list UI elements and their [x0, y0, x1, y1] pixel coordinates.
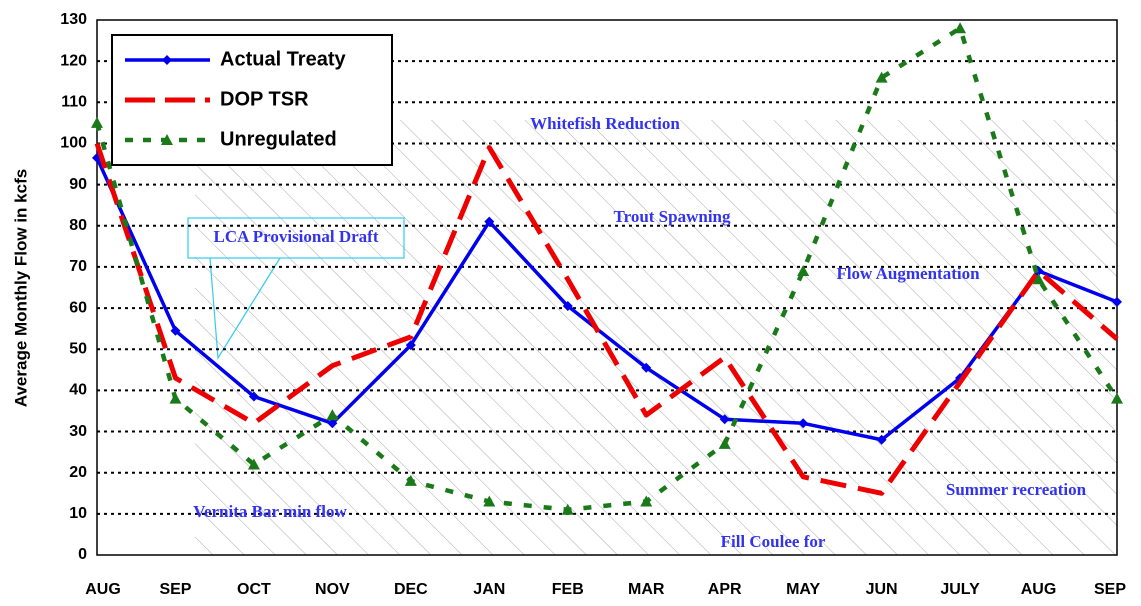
x-tick-label: MAR [628, 581, 665, 598]
annotation: Summer recreation [946, 480, 1087, 499]
y-tick-label: 70 [69, 258, 87, 275]
x-tick-label: AUG [1021, 581, 1057, 598]
y-tick-label: 40 [69, 382, 87, 399]
point [169, 393, 181, 404]
annotation: Vernita Bar min flow [193, 502, 347, 521]
y-tick-label: 0 [78, 546, 87, 563]
y-tick-label: 90 [69, 176, 87, 193]
x-tick-label: APR [708, 581, 742, 598]
annotation: Flow Augmentation [836, 264, 980, 283]
x-tick-label: JULY [940, 581, 980, 598]
annotation: LCA Provisional Draft [214, 227, 379, 246]
x-tick-label: NOV [315, 581, 350, 598]
y-tick-label: 110 [61, 94, 87, 111]
y-tick-label: 30 [69, 423, 87, 440]
y-tick-label: 60 [69, 299, 87, 316]
y-tick-label: 80 [69, 217, 87, 234]
y-tick-label: 10 [69, 505, 87, 522]
x-tick-label: OCT [237, 581, 271, 598]
x-tick-label: MAY [786, 581, 820, 598]
x-tick-label: JUN [866, 581, 898, 598]
point [954, 22, 966, 33]
x-tick-label: SEP [1094, 581, 1126, 598]
x-tick-label: JAN [473, 581, 505, 598]
y-tick-label: 130 [60, 11, 87, 28]
x-tick-label: SEP [159, 581, 191, 598]
annotation: Whitefish Reduction [530, 114, 680, 133]
x-tick-label: DEC [394, 581, 428, 598]
y-tick-label: 120 [60, 52, 87, 69]
legend-label: Actual Treaty [220, 48, 346, 70]
x-tick-label: AUG [85, 581, 121, 598]
y-tick-label: 50 [69, 340, 87, 357]
point [91, 117, 103, 128]
legend-label: Unregulated [220, 128, 337, 150]
y-tick-label: 100 [60, 135, 87, 152]
annotation: Trout Spawning [614, 207, 731, 226]
legend-label: DOP TSR [220, 88, 309, 110]
y-tick-label: 20 [69, 464, 87, 481]
x-tick-label: FEB [552, 581, 584, 598]
y-axis-label: Average Monthly Flow in kcfs [11, 169, 30, 407]
annotation: Fill Coulee for [721, 532, 826, 551]
